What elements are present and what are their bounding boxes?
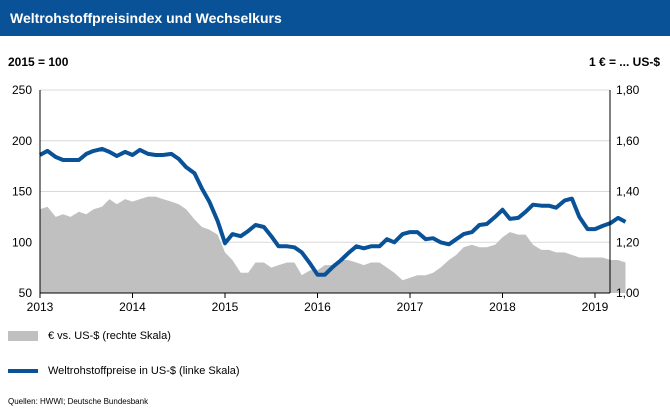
left-axis-unit: 2015 = 100: [8, 55, 69, 69]
series-commodity-prices-line: [39, 146, 627, 277]
y-left-tick-label: 100: [12, 235, 32, 249]
x-tick-label: 2015: [212, 300, 239, 314]
x-tick-label: 2019: [582, 300, 609, 314]
legend-label-exchange-rate: € vs. US-$ (rechte Skala): [48, 330, 171, 342]
legend-item-exchange-rate: € vs. US-$ (rechte Skala): [8, 330, 171, 342]
chart-title-bar: Weltrohstoffpreisindex und Wechselkurs: [0, 0, 670, 36]
y-left-tick-label: 200: [12, 134, 32, 148]
y-right-tick-label: 1,60: [616, 134, 640, 148]
y-right-tick-label: 1,80: [616, 83, 640, 97]
y-left-tick-label: 150: [12, 185, 32, 199]
x-tick-label: 2013: [27, 300, 54, 314]
legend-line-swatch: [8, 369, 38, 373]
y-left-tick-label: 50: [19, 286, 33, 300]
x-tick-label: 2014: [119, 300, 146, 314]
x-tick-label: 2017: [397, 300, 424, 314]
y-left-tick-label: 250: [12, 83, 32, 97]
chart-plot: 50 100 150 200 250 1,00 1,20 1,40 1,60 1,80 2013 20…: [12, 83, 640, 314]
y-right-tick-label: 1,20: [616, 235, 640, 249]
x-tick-label: 2016: [304, 300, 331, 314]
y-right-tick-label: 1,40: [616, 185, 640, 199]
legend-label-commodity-prices: Weltrohstoffpreise in US-$ (linke Skala): [48, 365, 240, 377]
chart-title: Weltrohstoffpreisindex und Wechselkurs: [10, 10, 282, 26]
x-tick-label: 2018: [489, 300, 516, 314]
legend-item-commodity-prices: Weltrohstoffpreise in US-$ (linke Skala): [8, 365, 240, 377]
right-axis-unit: 1 € = ... US-$: [588, 55, 660, 69]
source-note: Quellen: HWWI; Deutsche Bundesbank: [8, 397, 149, 406]
legend-area-swatch: [8, 331, 38, 341]
y-right-tick-label: 1,00: [616, 286, 640, 300]
series-exchange-rate-area: [40, 196, 626, 293]
